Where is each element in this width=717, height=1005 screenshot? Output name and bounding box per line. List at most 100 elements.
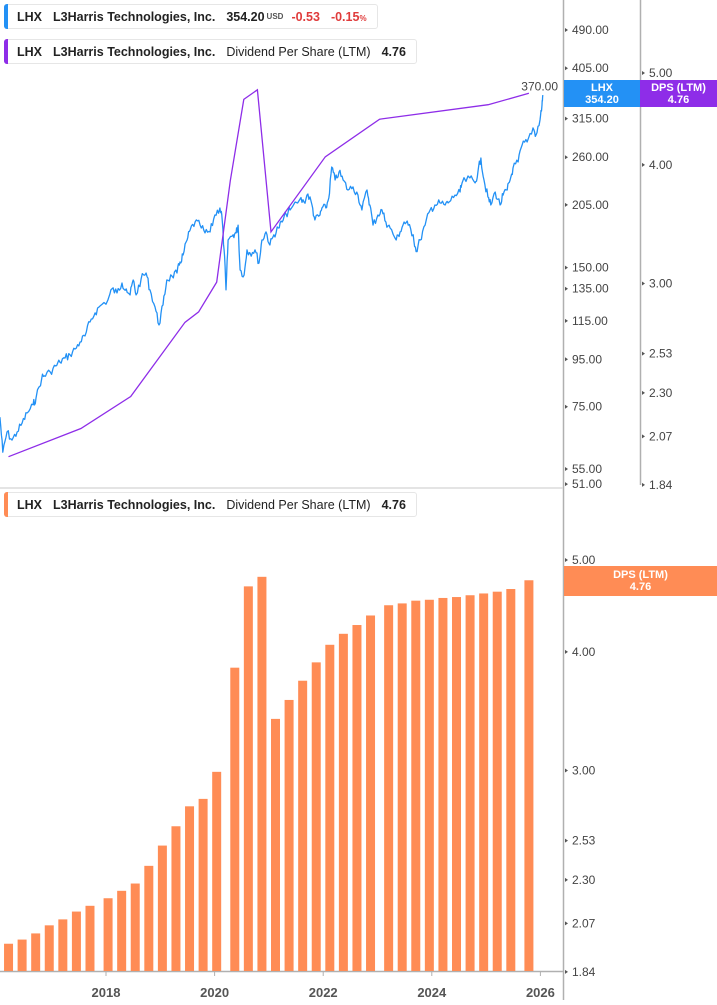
price-tick-mark: [565, 28, 568, 32]
dps-bar-tick-label: 1.84: [572, 965, 596, 979]
dps-bar: [58, 919, 68, 971]
dps-tick-label: 5.00: [649, 66, 673, 80]
dps-bar: [384, 605, 394, 971]
price-tick-label: 51.00: [572, 477, 602, 491]
dps-bar: [130, 883, 140, 971]
dps-bar: [31, 933, 41, 971]
dps-bar: [44, 925, 54, 971]
dps-bar: [212, 771, 222, 971]
dps-bar: [311, 662, 321, 971]
dps-bar: [424, 599, 434, 971]
price-tick-mark: [565, 318, 568, 323]
price-tick-label: 260.00: [572, 150, 609, 164]
legend-metric: Dividend Per Share (LTM): [226, 44, 371, 59]
legend-value: 4.76: [381, 44, 406, 59]
dps-bar: [157, 845, 167, 971]
dps-bar: [4, 943, 14, 971]
dps-tick-label: 4.00: [649, 158, 673, 172]
legend-price[interactable]: LHX L3Harris Technologies, Inc. 354.20 U…: [4, 4, 378, 29]
dps-bar-tick-mark: [565, 921, 568, 926]
dps-bar-tick-label: 2.30: [572, 873, 596, 887]
dps-bar: [298, 680, 308, 971]
price-tick-label: 205.00: [572, 198, 609, 212]
legend-dps-bar-swatch: [4, 492, 8, 517]
legend-company: L3Harris Technologies, Inc.: [53, 44, 216, 59]
price-tick-label: 95.00: [572, 352, 602, 366]
legend-change: -0.53: [291, 9, 320, 24]
pct-sign: %: [359, 13, 367, 23]
legend-value: 4.76: [381, 497, 406, 512]
dps-bar-last-value-tag: DPS (LTM) 4.76: [564, 566, 717, 596]
price-tick-mark: [565, 404, 568, 409]
price-tick-label: 405.00: [572, 61, 609, 75]
legend-dps-bottom[interactable]: LHX L3Harris Technologies, Inc. Dividend…: [4, 492, 417, 517]
x-tick-label: 2022: [309, 985, 338, 1000]
dps-bar: [71, 911, 81, 971]
price-tick-label: 315.00: [572, 112, 609, 126]
dps-bar: [438, 597, 448, 971]
dps-bar: [103, 898, 113, 971]
dps-bar: [243, 586, 253, 971]
x-tick-label: 2026: [526, 985, 555, 1000]
x-tick-label: 2020: [200, 985, 229, 1000]
dps-bar: [17, 939, 27, 971]
dps-bar-tag-name: DPS (LTM): [613, 569, 668, 581]
dps-bar: [144, 865, 154, 971]
price-tick-mark: [565, 66, 568, 71]
dps-line: [8, 88, 530, 458]
price-tick-mark: [565, 466, 568, 471]
legend-ticker: LHX: [17, 497, 42, 512]
legend-price-value: 354.20: [226, 9, 265, 24]
dps-bar: [411, 600, 421, 971]
dps-bar-tick-mark: [565, 969, 568, 974]
price-last-value-tag: LHX 354.20: [564, 80, 640, 107]
dps-bar: [85, 905, 95, 971]
price-tick-label: 135.00: [572, 282, 609, 296]
legend-dps-swatch: [4, 39, 8, 64]
dps-tick-mark: [642, 351, 645, 356]
dps-tick-mark: [642, 390, 645, 395]
price-line: [0, 95, 544, 453]
x-tick-label: 2018: [92, 985, 121, 1000]
dps-tag-value: 4.76: [667, 93, 690, 106]
dps-bar: [479, 593, 489, 971]
dps-bar: [338, 633, 348, 971]
x-tick-label: 2024: [417, 985, 447, 1000]
dps-bar-tick-label: 3.00: [572, 763, 596, 777]
dps-tick-mark: [642, 281, 645, 286]
dps-tick-label: 2.07: [649, 429, 673, 443]
legend-price-swatch: [4, 4, 8, 29]
price-tag-value: 354.20: [585, 93, 619, 106]
dps-bar: [352, 625, 362, 971]
legend-dps-top[interactable]: LHX L3Harris Technologies, Inc. Dividend…: [4, 39, 417, 64]
dps-bar: [271, 718, 281, 971]
dps-tick-label: 2.53: [649, 347, 673, 361]
dps-bar: [524, 580, 534, 971]
dps-tick-mark: [642, 71, 645, 75]
legend-currency: USD: [266, 12, 284, 21]
dps-bar: [492, 591, 502, 971]
dps-bar: [198, 798, 208, 971]
dps-bar: [325, 644, 335, 971]
dps-tick-mark: [642, 162, 645, 167]
dps-bar-tick-label: 2.53: [572, 834, 596, 848]
dps-bar: [117, 890, 127, 971]
dps-bar: [185, 806, 195, 971]
dps-bar-tick-mark: [565, 877, 568, 882]
dps-bar: [452, 597, 462, 971]
price-tick-label: 490.00: [572, 23, 609, 37]
dps-tag-name: DPS (LTM): [651, 81, 706, 94]
legend-change-pct: -0.15%: [331, 10, 367, 24]
price-tick-mark: [565, 482, 568, 487]
price-tick-mark: [565, 357, 568, 362]
dps-bar: [397, 603, 407, 971]
dps-bar: [366, 615, 376, 971]
dps-bar-tick-mark: [565, 649, 568, 654]
dps-bar: [171, 826, 181, 971]
legend-company: L3Harris Technologies, Inc.: [53, 9, 216, 24]
price-tick-label: 150.00: [572, 261, 609, 275]
dps-bar-tick-label: 5.00: [572, 553, 596, 567]
dps-bar: [257, 576, 267, 971]
